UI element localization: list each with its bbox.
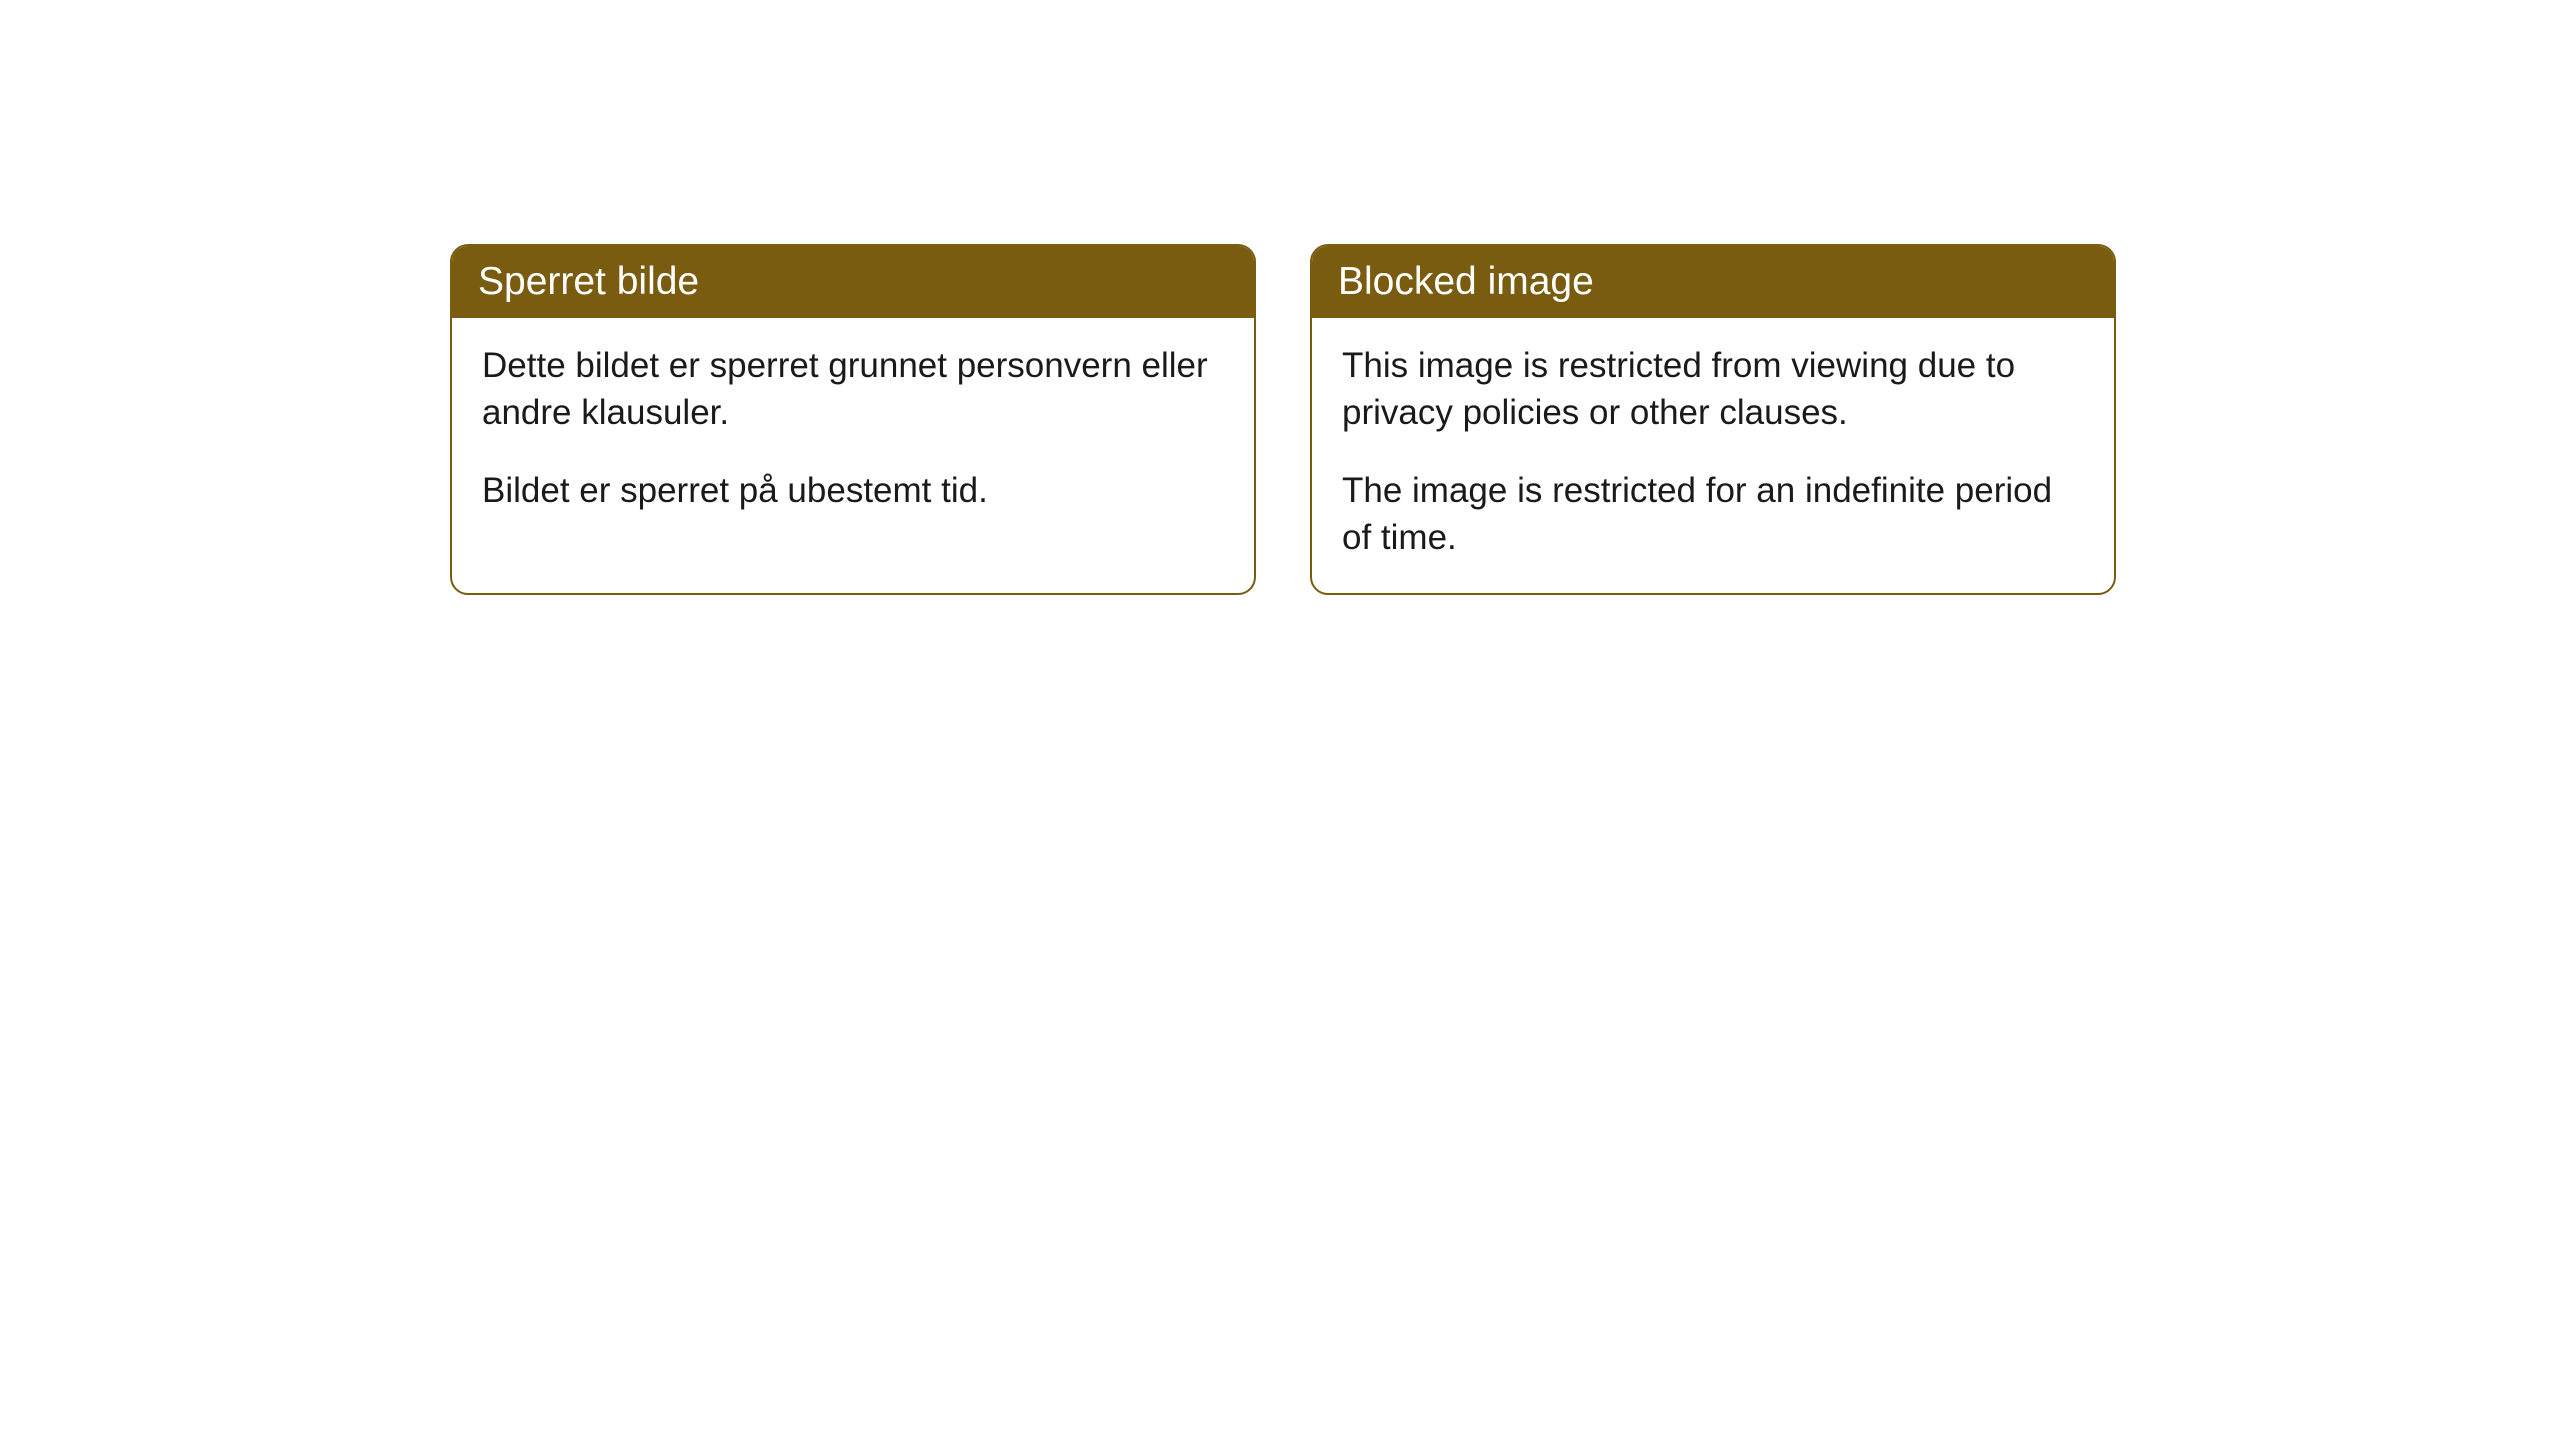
card-title: Sperret bilde [478,260,699,303]
card-paragraph: Bildet er sperret på ubestemt tid. [482,467,1224,514]
card-title: Blocked image [1338,260,1594,303]
notice-card-english: Blocked image This image is restricted f… [1310,244,2116,595]
card-paragraph: Dette bildet er sperret grunnet personve… [482,342,1224,437]
card-header-english: Blocked image [1312,246,2114,318]
card-body-english: This image is restricted from viewing du… [1312,318,2114,593]
notice-cards-container: Sperret bilde Dette bildet er sperret gr… [450,244,2116,595]
card-header-norwegian: Sperret bilde [452,246,1254,318]
card-paragraph: The image is restricted for an indefinit… [1342,467,2084,562]
notice-card-norwegian: Sperret bilde Dette bildet er sperret gr… [450,244,1256,595]
card-paragraph: This image is restricted from viewing du… [1342,342,2084,437]
card-body-norwegian: Dette bildet er sperret grunnet personve… [452,318,1254,546]
